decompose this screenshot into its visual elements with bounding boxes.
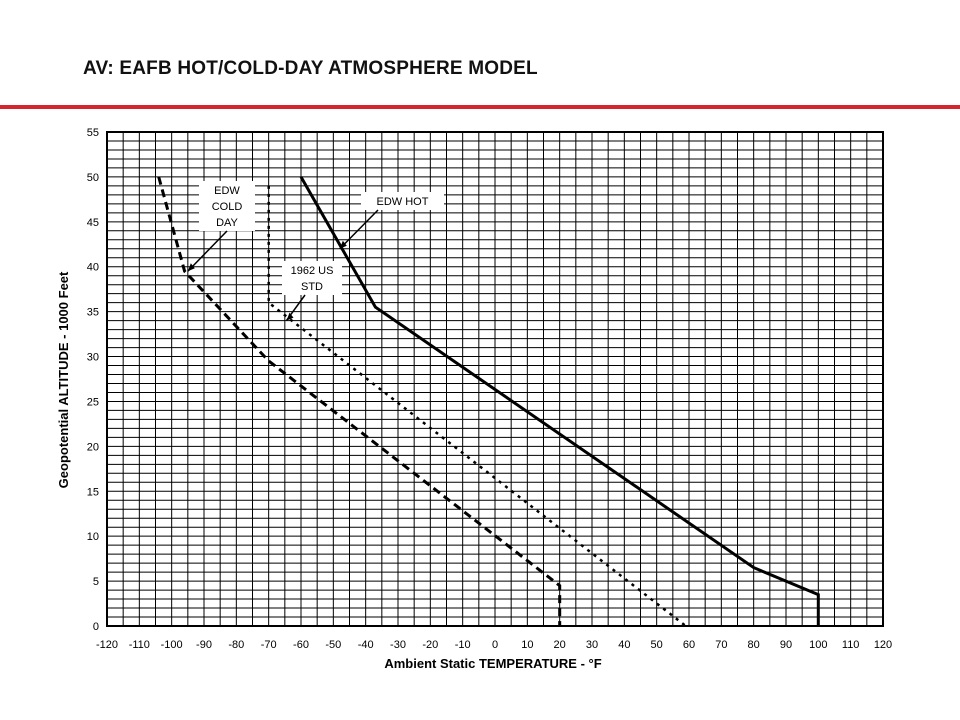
x-tick-label: 0 <box>492 639 498 651</box>
annotation-box-cold <box>199 181 255 231</box>
x-tick-label: -100 <box>161 639 183 651</box>
plot-frame <box>106 131 884 627</box>
y-tick-label: 25 <box>87 396 99 408</box>
y-tick-label: 5 <box>93 576 99 588</box>
x-tick-label: 50 <box>651 639 663 651</box>
x-tick-label: 100 <box>809 639 827 651</box>
y-tick-label: 20 <box>87 441 99 453</box>
annotation-leader-cold <box>187 230 228 272</box>
x-tick-label: 90 <box>780 639 792 651</box>
x-tick-label: -70 <box>261 639 277 651</box>
x-tick-label: -20 <box>422 639 438 651</box>
x-tick-label: -80 <box>228 639 244 651</box>
x-tick-label: -40 <box>358 639 374 651</box>
y-tick-label: 45 <box>87 217 99 229</box>
x-tick-label: 80 <box>748 639 760 651</box>
x-tick-label: -110 <box>129 639 150 651</box>
series-line-1962-us-std <box>267 185 687 627</box>
y-tick-label: 0 <box>93 621 99 633</box>
annotation-text-cold: DAY <box>216 217 238 229</box>
y-tick-label: 35 <box>87 307 99 319</box>
x-tick-label: -10 <box>455 639 471 651</box>
series-line-edw-hot <box>299 176 820 626</box>
x-tick-label: -90 <box>196 639 212 651</box>
y-tick-label: 50 <box>87 172 99 184</box>
y-tick-label: 55 <box>87 127 99 139</box>
y-tick-label: 15 <box>87 486 99 498</box>
annotations: EDW COLD DAY EDW HOT 1962 US STD <box>187 181 444 322</box>
series-lines <box>157 176 820 627</box>
x-tick-label: 30 <box>586 639 598 651</box>
x-tick-label: -60 <box>293 639 309 651</box>
title-divider <box>0 105 960 109</box>
annotation-box-hot <box>361 192 444 210</box>
annotation-text-std: 1962 US <box>291 265 334 277</box>
annotation-text-hot: EDW HOT <box>377 196 429 208</box>
slide-title: AV: EAFB HOT/COLD-DAY ATMOSPHERE MODEL <box>83 58 538 79</box>
plot-border <box>106 131 884 627</box>
annotation-text-cold: COLD <box>212 201 243 213</box>
annotation-arrowhead-hot <box>339 240 347 249</box>
annotation-arrowhead-std <box>286 312 294 321</box>
x-tick-label: 20 <box>554 639 566 651</box>
y-axis-label: Geopotential ALTITUDE - 1000 Feet <box>56 271 71 488</box>
x-tick-label: 120 <box>874 639 892 651</box>
x-tick-label: -50 <box>325 639 341 651</box>
y-tick-label: 40 <box>87 262 99 274</box>
series-line-edw-cold-day <box>157 176 562 626</box>
annotation-text-std: STD <box>301 281 323 293</box>
y-tick-label: 30 <box>87 352 99 364</box>
x-tick-label: 70 <box>715 639 727 651</box>
x-axis-label: Ambient Static TEMPERATURE - °F <box>384 656 601 671</box>
y-tick-label: 10 <box>87 531 99 543</box>
annotation-text-cold: EDW <box>214 185 240 197</box>
x-tick-label: -120 <box>96 639 118 651</box>
x-tick-label: 60 <box>683 639 695 651</box>
x-tick-label: 40 <box>618 639 630 651</box>
x-tick-label: -30 <box>390 639 406 651</box>
x-tick-label: 110 <box>842 639 860 651</box>
annotation-arrowhead-cold <box>187 263 195 272</box>
annotation-box-std <box>282 261 342 295</box>
tick-labels: -120 -110 -100 -90 -80 -70 -60 -50 -40 -30 -20 -10 0… <box>87 127 892 651</box>
annotation-leader-hot <box>339 209 379 250</box>
x-tick-label: 10 <box>521 639 533 651</box>
